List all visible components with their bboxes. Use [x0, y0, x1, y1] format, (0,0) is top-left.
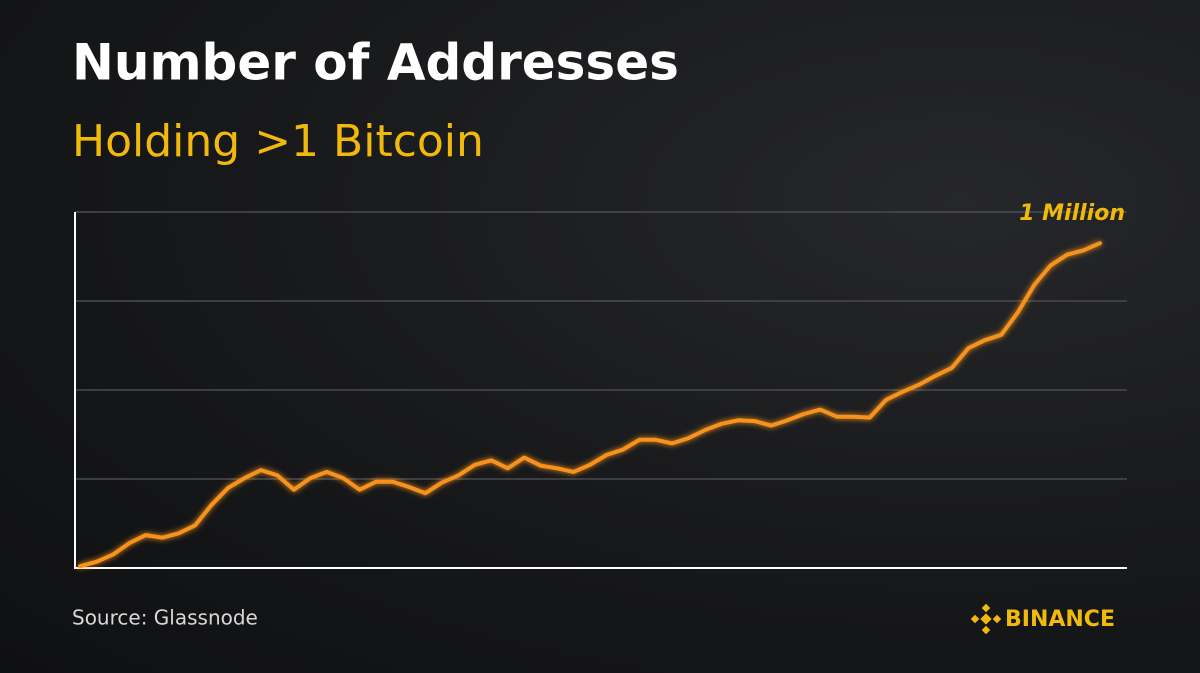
data-line	[78, 241, 1102, 569]
brand: BINANCE	[1005, 607, 1115, 632]
annotation: 1 Million	[1019, 201, 1125, 226]
source: Source: Glassnode	[72, 606, 258, 630]
brand-logo	[970, 603, 1002, 635]
chart-subtitle: Holding >1 Bitcoin	[72, 116, 484, 167]
chart-title: Number of Addresses	[72, 34, 679, 92]
